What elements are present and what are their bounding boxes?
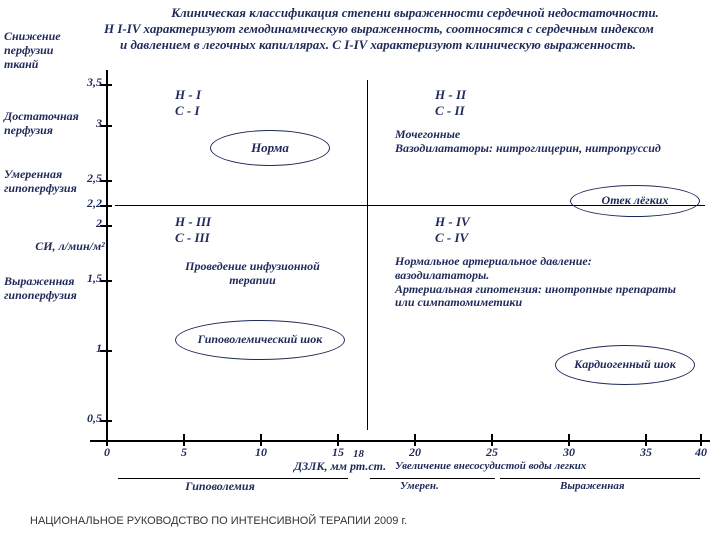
moderate-label: Умерен. xyxy=(400,480,439,493)
title-line3: и давлением в легочных капиллярах. C I-I… xyxy=(120,38,636,53)
x-tick-label: 40 xyxy=(688,446,714,460)
q1-c: C - I xyxy=(175,104,200,119)
q3-c: C - III xyxy=(175,231,210,246)
infusion-text: Проведение инфузионной терапии xyxy=(165,260,340,288)
title-line1: Клиническая классификация степени выраже… xyxy=(120,6,710,21)
edema-water-label: Увеличение внесосудистой воды легких xyxy=(395,460,685,473)
x-tick-label: 10 xyxy=(248,446,274,460)
y-tick-label: 2 xyxy=(74,217,102,231)
q2-c: C - II xyxy=(435,104,465,119)
severe-label: Выраженная xyxy=(560,480,625,493)
y-tick-label: 3 xyxy=(74,117,102,131)
x-tick-label: 15 xyxy=(325,446,351,460)
q2-h: H - II xyxy=(435,88,466,103)
hypovolemia-label: Гиповолемия xyxy=(150,480,290,494)
y-tick-label: 0,5 xyxy=(74,412,102,426)
x-tick-label: 5 xyxy=(171,446,197,460)
x-split-18: 18 xyxy=(353,448,364,461)
x-tick-label: 0 xyxy=(94,446,120,460)
x-tick-label: 25 xyxy=(479,446,505,460)
y-label-unit: СИ, л/мин/м² xyxy=(30,240,110,254)
q4-c: C - IV xyxy=(435,231,468,246)
x-tick-label: 30 xyxy=(556,446,582,460)
y-tick-label: 1,5 xyxy=(74,272,102,286)
hypo-shock-bubble: Гиповолемический шок xyxy=(175,320,345,360)
x-tick-label: 35 xyxy=(633,446,659,460)
moderate-line xyxy=(370,478,495,479)
v-divider xyxy=(367,80,368,430)
q4-h: H - IV xyxy=(435,215,470,230)
severe-line xyxy=(500,478,700,479)
q4-text: Нормальное артериальное давление: вазоди… xyxy=(395,255,685,310)
y-tick-label: 2,2 xyxy=(74,197,102,211)
cardio-shock-bubble: Кардиогенный шок xyxy=(555,345,695,385)
y-label-top: Снижение перфузии тканй xyxy=(4,30,82,71)
y-tick-label: 1 xyxy=(74,342,102,356)
edema-bubble: Отек лёгких xyxy=(570,185,700,217)
y-tick-label: 3,5 xyxy=(74,76,102,90)
q3-h: H - III xyxy=(175,215,211,230)
q2-text: Мочегонные Вазодилататоры: нитроглицерин… xyxy=(395,128,695,156)
norma-bubble: Норма xyxy=(210,130,330,166)
y-tick-label: 2,5 xyxy=(74,172,102,186)
q1-h: H - I xyxy=(175,88,201,103)
x-tick-label: 20 xyxy=(402,446,428,460)
title-line2: H I-IV характеризуют гемодинамическую вы… xyxy=(104,22,654,37)
footer: НАЦИОНАЛЬНОЕ РУКОВОДСТВО ПО ИНТЕНСИВНОЙ … xyxy=(30,515,407,527)
